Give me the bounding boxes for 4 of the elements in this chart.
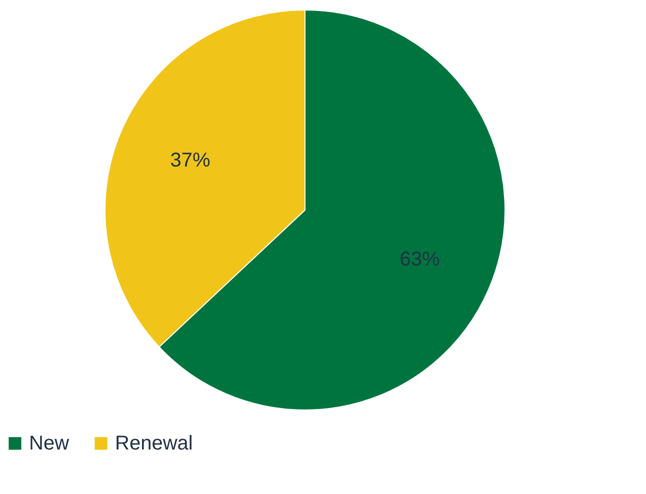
data-label: 63% [400, 248, 440, 271]
legend-label: Renewal [115, 432, 193, 454]
legend-label: New [29, 432, 70, 454]
data-label: 37% [170, 149, 211, 172]
